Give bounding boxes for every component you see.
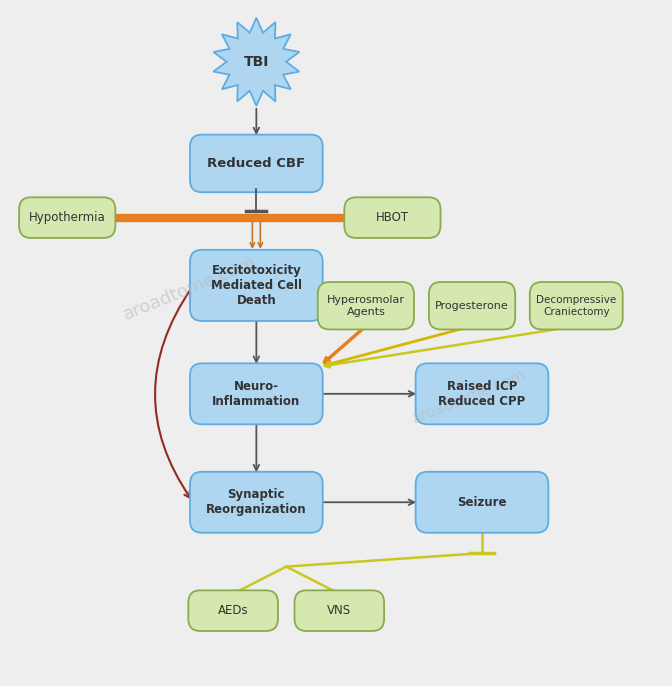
FancyBboxPatch shape (530, 282, 623, 329)
FancyBboxPatch shape (190, 250, 323, 321)
FancyBboxPatch shape (190, 134, 323, 192)
Text: Excitotoxicity
Mediated Cell
Death: Excitotoxicity Mediated Cell Death (211, 264, 302, 307)
Text: Progesterone: Progesterone (435, 300, 509, 311)
Text: HBOT: HBOT (376, 211, 409, 224)
FancyBboxPatch shape (416, 364, 548, 425)
FancyBboxPatch shape (416, 472, 548, 533)
Polygon shape (214, 18, 299, 106)
FancyBboxPatch shape (294, 591, 384, 631)
Text: Raised ICP
Reduced CPP: Raised ICP Reduced CPP (438, 380, 526, 407)
FancyBboxPatch shape (318, 282, 414, 329)
FancyBboxPatch shape (190, 364, 323, 425)
Text: TBI: TBI (244, 55, 269, 69)
FancyBboxPatch shape (188, 591, 278, 631)
Text: Hyperosmolar
Agents: Hyperosmolar Agents (327, 295, 405, 316)
Text: AEDs: AEDs (218, 604, 249, 617)
Text: VNS: VNS (327, 604, 351, 617)
Text: aroadtome.com: aroadtome.com (120, 254, 259, 324)
FancyBboxPatch shape (19, 198, 116, 238)
Text: aroadtome.com: aroadtome.com (410, 368, 528, 427)
Text: Reduced CBF: Reduced CBF (207, 157, 305, 170)
Text: Synaptic
Reorganization: Synaptic Reorganization (206, 488, 306, 517)
Text: Hypothermia: Hypothermia (29, 211, 106, 224)
FancyBboxPatch shape (429, 282, 515, 329)
Text: Neuro-
Inflammation: Neuro- Inflammation (212, 380, 300, 407)
FancyBboxPatch shape (190, 472, 323, 533)
Text: Decompressive
Craniectomy: Decompressive Craniectomy (536, 295, 616, 316)
Text: Seizure: Seizure (457, 496, 507, 509)
FancyBboxPatch shape (344, 198, 441, 238)
